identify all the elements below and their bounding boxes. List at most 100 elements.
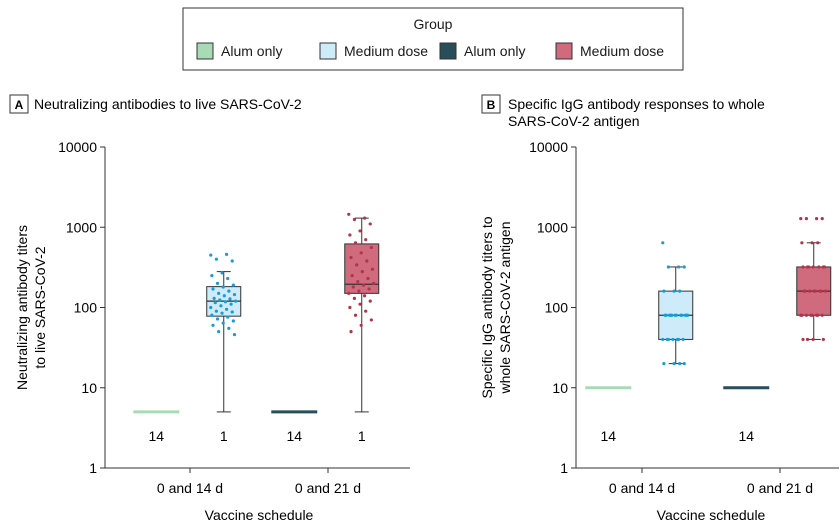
panel-b-title-line-1: Specific IgG antibody responses to whole: [508, 96, 765, 112]
data-point: [368, 299, 372, 303]
data-point: [360, 270, 364, 274]
data-point: [816, 241, 820, 245]
data-point: [664, 313, 668, 317]
y-tick-label: 100: [74, 300, 98, 316]
y-axis-label-line-1: Neutralizing antibody titers: [14, 225, 30, 390]
data-point: [351, 285, 355, 289]
data-point: [348, 233, 352, 237]
data-point: [369, 318, 373, 322]
data-point: [366, 276, 370, 281]
data-point: [816, 313, 820, 317]
data-point: [819, 289, 823, 293]
data-point: [370, 267, 375, 271]
x-tick-label: 0 and 14 d: [157, 480, 223, 496]
data-point: [814, 217, 819, 221]
data-point: [217, 291, 221, 295]
legend-label-3: Medium dose: [580, 43, 664, 59]
data-point: [680, 313, 684, 317]
data-point: [666, 337, 671, 342]
legend: Group Alum only Medium dose Alum only Mediu…: [182, 7, 684, 71]
data-point: [210, 273, 214, 278]
legend-swatch-1: [319, 42, 337, 60]
data-point: [347, 212, 351, 216]
data-point: [356, 280, 360, 284]
data-point: [352, 217, 357, 222]
data-point: [349, 255, 353, 260]
data-point: [232, 332, 237, 337]
data-point: [811, 337, 815, 342]
data-point: [821, 337, 825, 342]
x-axis-label: Vaccine schedule: [657, 507, 766, 523]
data-point: [801, 337, 805, 342]
y-tick-label: 1000: [537, 219, 568, 235]
data-point: [358, 302, 362, 306]
data-point: [662, 361, 666, 366]
data-point: [224, 252, 229, 256]
y-axis-label-line-1: Specific IgG antibody titers to: [479, 216, 495, 398]
data-point: [368, 222, 372, 226]
data-point: [670, 313, 674, 317]
data-point: [231, 283, 235, 287]
data-point: [211, 323, 215, 327]
data-point: [367, 287, 371, 291]
data-point: [671, 337, 675, 342]
data-point: [228, 297, 232, 301]
data-point: [678, 361, 682, 366]
x-tick-label: 0 and 21 d: [747, 480, 813, 496]
data-point: [229, 302, 233, 306]
count-label-1: 1: [220, 428, 228, 444]
data-point: [824, 289, 828, 293]
y-tick-label: 10: [552, 380, 568, 396]
data-point: [210, 313, 214, 317]
data-point: [805, 337, 810, 342]
data-point: [682, 361, 686, 366]
data-point: [358, 229, 362, 233]
data-point: [211, 287, 215, 291]
data-point: [215, 317, 220, 321]
legend-swatch-0: [196, 42, 214, 60]
data-point: [676, 337, 681, 342]
panel-a-letter: A: [15, 98, 24, 112]
data-point: [355, 263, 359, 267]
data-point: [364, 238, 368, 242]
x-tick-label: 0 and 21 d: [295, 480, 361, 496]
legend-swatch-2: [439, 42, 457, 60]
data-point: [359, 323, 363, 327]
data-point: [230, 310, 234, 314]
data-point: [220, 271, 224, 275]
data-point: [352, 296, 357, 300]
data-point: [209, 305, 213, 310]
data-point: [353, 241, 358, 245]
data-point: [226, 315, 230, 319]
x-axis-label: Vaccine schedule: [205, 507, 314, 523]
y-tick-label: 10000: [58, 139, 97, 155]
y-tick-label: 1000: [66, 219, 97, 235]
data-point: [231, 319, 235, 323]
data-point: [800, 241, 804, 245]
data-point: [227, 289, 231, 293]
data-point: [674, 313, 678, 317]
data-point: [230, 259, 234, 263]
data-point: [808, 289, 812, 293]
data-point: [357, 289, 361, 293]
data-point: [212, 296, 216, 300]
data-point: [681, 337, 685, 342]
data-point: [810, 313, 814, 317]
data-point: [365, 259, 369, 263]
data-point: [799, 217, 803, 221]
data-point: [213, 301, 217, 305]
panel-a: A Neutralizing antibodies to live SARS-C…: [9, 94, 410, 523]
data-point: [222, 294, 226, 298]
data-point: [223, 300, 228, 304]
data-point: [811, 265, 815, 269]
data-point: [362, 294, 367, 298]
data-point: [369, 245, 373, 250]
data-point: [820, 313, 824, 317]
data-point: [662, 289, 666, 293]
legend-title: Group: [414, 16, 453, 32]
count-label-2: 14: [738, 428, 754, 444]
data-point: [372, 281, 376, 285]
legend-label-1: Medium dose: [344, 43, 428, 59]
data-point: [219, 304, 223, 308]
data-point: [218, 298, 222, 302]
